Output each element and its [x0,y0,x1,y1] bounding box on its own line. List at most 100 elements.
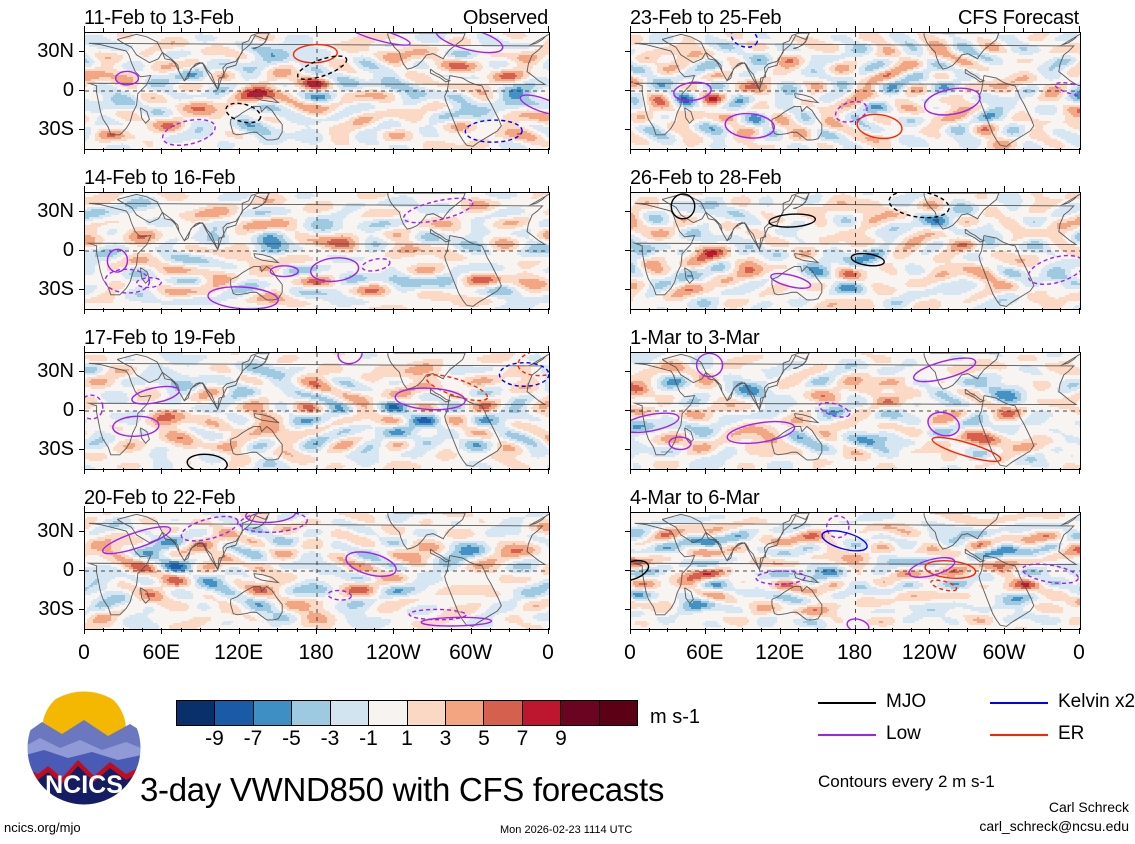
x-tick [528,308,530,312]
x-tick-top [779,26,781,32]
x-tick [704,468,706,474]
x-tick [316,468,317,474]
x-tick-top [412,28,414,32]
legend-label: Kelvin x2 [1058,691,1135,712]
colorbar-units-label: m s-1 [650,706,700,728]
map-canvas [631,513,1080,629]
x-tick-top [490,508,491,512]
x-tick [258,628,259,632]
x-tick-top [548,26,549,32]
x-axis-label: 0 [1073,641,1085,664]
x-tick [470,308,472,314]
x-tick [258,308,259,312]
attribution: Carl Schreck carl_schreck@ncsu.edu [979,798,1129,836]
x-tick [103,468,105,472]
colorbar-segment [292,701,331,725]
x-tick-top [891,28,893,32]
x-tick-top [760,188,762,192]
x-tick [219,468,221,472]
x-tick [122,468,124,472]
x-tick [84,468,85,474]
x-tick-top [966,28,968,32]
x-tick [200,308,201,312]
x-tick-top [985,348,987,352]
panel-title: 1-Mar to 3-Mar [630,327,760,349]
x-tick-top [451,508,453,512]
map-canvas [631,353,1080,469]
x-tick-top [1041,348,1043,352]
x-tick-top [891,348,893,352]
x-tick-top [470,346,472,352]
colorbar-segment [215,701,254,725]
x-tick-top [528,28,530,32]
y-axis-label: 30N [37,360,74,383]
x-tick [509,148,511,152]
x-tick-top [296,28,298,32]
x-tick-top [929,186,931,192]
x-tick [354,148,356,152]
x-tick [1041,468,1043,472]
x-tick-top [854,506,856,512]
x-tick [873,468,875,472]
x-tick-top [335,188,337,192]
x-tick-top [470,26,472,32]
x-tick [630,148,631,154]
x-tick [817,468,819,472]
x-tick-top [1060,188,1062,192]
x-tick [648,148,650,152]
x-tick-top [723,348,725,352]
x-tick-top [704,186,706,192]
x-tick [1041,628,1043,632]
map-plot [630,192,1081,310]
x-tick-top [258,188,259,192]
x-tick-top [161,26,163,32]
x-axis-label: 120W [365,641,421,664]
x-tick [180,308,182,312]
x-tick [835,468,837,472]
y-tick [625,211,630,213]
x-tick [374,628,375,632]
x-tick [277,148,279,152]
colorbar-segment [445,701,485,725]
x-tick-top [742,348,744,352]
x-tick [686,468,688,472]
x-tick [779,628,781,634]
x-tick [985,308,987,312]
x-tick [316,308,317,314]
x-tick-top [723,188,725,192]
y-axis-label: 30N [37,200,74,223]
x-tick-top [630,346,631,352]
x-tick [277,308,279,312]
x-tick [84,308,85,314]
x-tick [723,468,725,472]
x-tick-top [451,28,453,32]
x-tick [760,628,762,632]
x-tick-top [742,508,744,512]
x-tick-top [704,26,706,32]
x-tick-top [910,508,912,512]
y-tick [625,448,630,450]
y-tick [625,608,630,610]
x-tick [200,628,201,632]
x-tick [742,468,744,472]
x-tick [760,468,762,472]
x-tick-top [1022,188,1024,192]
x-tick-top [84,506,85,512]
x-tick-top [873,188,875,192]
x-tick [374,468,375,472]
x-tick [929,468,931,474]
x-axis-label: 0 [624,641,636,664]
x-tick [161,308,163,314]
x-tick-top [103,508,105,512]
x-tick-top [929,26,931,32]
x-tick-top [122,28,124,32]
x-tick-top [161,186,163,192]
x-tick-top [686,348,688,352]
y-tick [625,128,630,130]
x-tick-top [509,348,511,352]
x-tick [854,468,856,474]
x-tick [948,468,950,472]
x-tick [1041,308,1043,312]
x-tick [723,148,725,152]
x-tick [122,148,124,152]
